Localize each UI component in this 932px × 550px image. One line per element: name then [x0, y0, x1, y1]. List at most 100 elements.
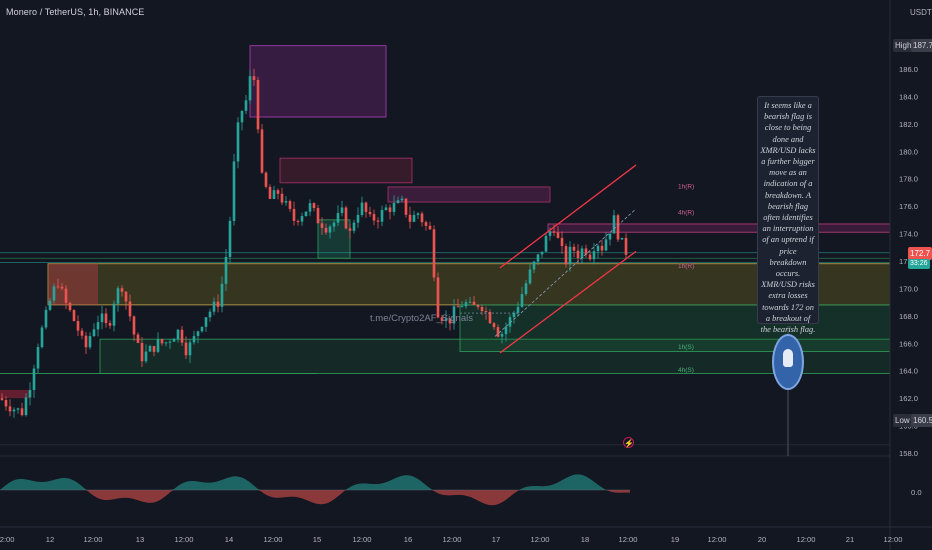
candle-body: [40, 327, 44, 348]
candle-body: [540, 251, 544, 255]
time-tick-label: 12:00: [83, 535, 102, 544]
channel-lower: [499, 250, 637, 354]
level-label: 1h(R): [678, 183, 694, 190]
time-tick-label: 12:00: [263, 535, 282, 544]
candle-body: [132, 316, 136, 335]
candle-body: [548, 231, 552, 236]
candle-body: [616, 215, 620, 240]
zone-support: [459, 304, 891, 352]
candle-body: [600, 245, 604, 251]
candle-body: [24, 397, 28, 416]
time-tick-label: 12:00: [530, 535, 549, 544]
level-label: 1h(R): [678, 263, 694, 270]
candle-body: [412, 215, 416, 222]
candle-body: [480, 306, 484, 312]
candle-body: [76, 321, 80, 331]
time-tick-label: 15: [313, 535, 321, 544]
time-tick-label: 17: [492, 535, 500, 544]
candle-body: [8, 406, 12, 412]
candle-body: [316, 208, 320, 224]
candle-body: [332, 222, 336, 227]
candle-body: [68, 302, 72, 311]
candle-body: [152, 346, 156, 352]
candle-body: [564, 246, 568, 265]
candle-body: [520, 294, 524, 307]
candle-body: [320, 223, 324, 228]
time-tick-label: 12:00: [707, 535, 726, 544]
time-tick-label: 12:00: [174, 535, 193, 544]
candle-body: [340, 207, 344, 214]
candle-body: [64, 288, 68, 303]
candle-body: [484, 311, 488, 313]
price-tick-label: 162.0: [899, 394, 918, 403]
candle-body: [196, 331, 200, 337]
level-label: 4h(S): [678, 367, 694, 374]
candle-body: [328, 226, 332, 233]
candle-body: [180, 329, 184, 343]
candle-body: [572, 246, 576, 251]
candle-body: [396, 200, 400, 204]
candle-body: [592, 251, 596, 260]
analysis-note[interactable]: It seems like a bearish flag is close to…: [757, 96, 819, 334]
candle-body: [172, 339, 176, 342]
pin-glyph: [783, 349, 793, 367]
candle-body: [228, 220, 232, 257]
candle-body: [288, 201, 292, 209]
candle-body: [308, 203, 312, 212]
candle-body: [312, 203, 316, 209]
zone-resistance: [279, 157, 413, 184]
candle-body: [16, 408, 20, 410]
candle-body: [116, 288, 120, 304]
time-tick-label: 19: [671, 535, 679, 544]
price-tick-label: 164.0: [899, 367, 918, 376]
candle-body: [568, 246, 572, 265]
channel-upper: [499, 164, 637, 269]
candle-body: [100, 313, 104, 323]
candle-body: [280, 193, 284, 203]
candle-body: [472, 301, 476, 306]
candle-body: [188, 342, 192, 356]
candle-body: [20, 408, 24, 416]
candle-body: [156, 339, 160, 352]
time-tick-label: 12:00: [442, 535, 461, 544]
candle-body: [352, 222, 356, 231]
note-text: It seems like a bearish flag is close to…: [760, 101, 816, 335]
candle-body: [440, 317, 444, 321]
candle-body: [536, 254, 540, 262]
current-price-badge: 172.7: [908, 247, 932, 260]
candle-body: [72, 310, 76, 322]
level-label: 1h(S): [678, 344, 694, 351]
candle-body: [556, 232, 560, 238]
candle-body: [4, 399, 8, 407]
candle-body: [468, 301, 472, 303]
candle-body: [392, 203, 396, 212]
candle-body: [44, 309, 48, 328]
candle-body: [436, 277, 440, 318]
time-tick-label: 12:00: [618, 535, 637, 544]
zone-resistance: [249, 45, 387, 118]
candle-body: [120, 288, 124, 292]
candle-body: [368, 211, 372, 215]
candle-body: [160, 339, 164, 344]
candle-body: [360, 202, 364, 215]
candle-body: [336, 213, 340, 223]
candle-body: [268, 186, 272, 199]
candle-body: [252, 76, 256, 80]
candle-body: [584, 248, 588, 255]
candle-body: [552, 231, 556, 233]
candle-body: [296, 220, 300, 222]
candle-body: [144, 351, 148, 362]
candle-body: [476, 305, 480, 307]
idea-pin-icon[interactable]: [772, 334, 804, 390]
candle-body: [164, 342, 168, 344]
low-value: 160.5: [911, 414, 932, 427]
candle-body: [384, 207, 388, 210]
lightning-icon[interactable]: ⚡: [623, 437, 634, 448]
candle-body: [532, 261, 536, 270]
candle-body: [140, 342, 144, 362]
candle-body: [364, 202, 368, 212]
symbol-title: Monero / TetherUS, 1h, BINANCE: [6, 7, 145, 17]
candle-body: [608, 233, 612, 240]
candle-body: [432, 229, 436, 278]
